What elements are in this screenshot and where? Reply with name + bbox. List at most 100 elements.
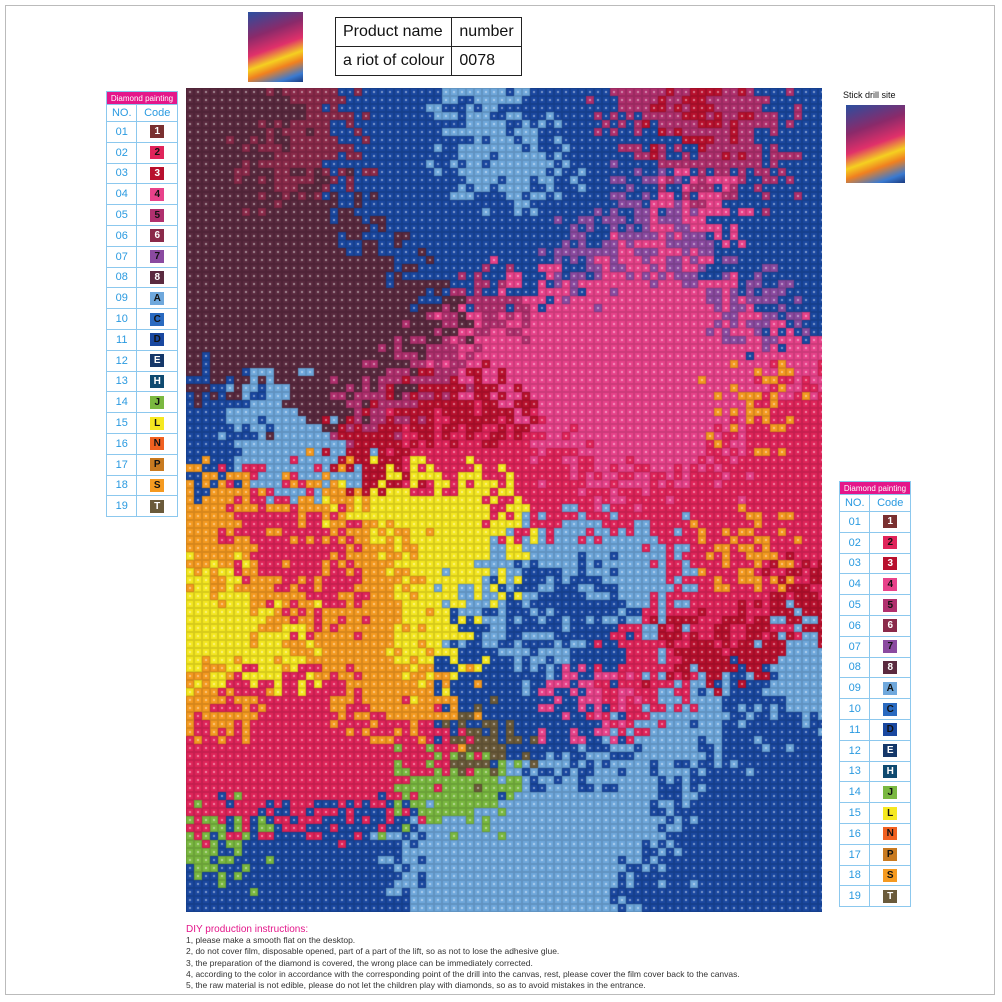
color-swatch: 8 [883, 660, 898, 674]
product-name-header: Product name [334, 17, 453, 47]
legend-no: 11 [838, 718, 871, 741]
color-swatch: P [150, 458, 165, 472]
color-swatch: 7 [150, 250, 165, 264]
legend-row: 02 2 [838, 531, 911, 554]
color-swatch: 2 [883, 536, 898, 550]
legend-no: 10 [105, 308, 138, 330]
frame [5, 5, 995, 995]
color-swatch: E [883, 744, 898, 758]
legend-no: 09 [105, 287, 138, 310]
instructions-title: DIY production instructions: [186, 924, 309, 935]
number-value: 0078 [451, 46, 522, 76]
legend-row: 06 6 [838, 614, 911, 637]
color-swatch: D [883, 723, 898, 737]
legend-row: 10 C [838, 698, 911, 720]
legend-row: 11 D [105, 328, 178, 351]
legend-row: 03 3 [105, 162, 178, 185]
no-header: NO. [105, 104, 138, 122]
legend-row: 14 J [105, 391, 178, 414]
color-swatch: 1 [150, 125, 165, 139]
instruction-line: 1, please make a smooth flat on the desk… [186, 935, 356, 946]
stick-drill-thumbnail [846, 105, 905, 183]
legend-no: 09 [838, 677, 871, 700]
legend-no: 03 [105, 162, 138, 185]
legend-row: 09 A [105, 287, 178, 310]
legend-no: 18 [105, 474, 138, 497]
number-header: number [451, 17, 522, 47]
color-swatch: A [150, 291, 165, 305]
color-swatch: P [883, 848, 898, 862]
color-swatch: S [150, 478, 165, 492]
legend-row: 04 4 [105, 183, 178, 206]
legend-no: 18 [838, 864, 871, 887]
legend-row: 01 1 [838, 511, 911, 533]
product-table: Product name number a riot of colour 0078 [334, 17, 522, 76]
legend-no: 19 [838, 885, 871, 908]
color-swatch: 8 [150, 270, 165, 284]
color-swatch: 2 [150, 146, 165, 160]
legend-no: 02 [105, 141, 138, 164]
legend-row: 17 P [105, 453, 178, 476]
legend-row: 12 E [838, 739, 911, 762]
legend-no: 07 [105, 245, 138, 268]
legend-no: 19 [105, 495, 138, 518]
legend-no: 08 [105, 266, 138, 289]
color-swatch: D [150, 333, 165, 347]
legend-row: 18 S [105, 474, 178, 497]
legend-row: 09 A [838, 677, 911, 700]
legend-no: 08 [838, 656, 871, 679]
legend-no: 14 [838, 781, 871, 804]
color-swatch: 6 [883, 619, 898, 633]
instructions: DIY production instructions: 1, please m… [186, 924, 740, 991]
legend-no: 04 [838, 573, 871, 596]
legend-row: 11 D [838, 718, 911, 741]
legend-row: 08 8 [105, 266, 178, 289]
legend-row: 19 T [838, 885, 911, 908]
color-swatch: C [883, 702, 898, 716]
color-swatch: 4 [150, 187, 165, 201]
legend-no: 15 [105, 412, 138, 434]
color-swatch: H [883, 764, 898, 778]
legend-row: 19 T [105, 495, 178, 518]
legend-no: 13 [838, 760, 871, 783]
color-swatch: L [150, 416, 165, 430]
legend-row: 01 1 [105, 121, 178, 143]
stick-drill-label: Stick drill site [843, 90, 896, 100]
legend-row: 02 2 [105, 141, 178, 164]
legend-row: 13 H [838, 760, 911, 783]
color-swatch: 5 [150, 208, 165, 222]
instruction-line: 3, the preparation of the diamond is cov… [186, 957, 533, 968]
legend-no: 11 [105, 328, 138, 351]
legend-row: 07 7 [838, 635, 911, 658]
legend-no: 16 [105, 432, 138, 455]
color-swatch: A [883, 681, 898, 695]
legend-row: 03 3 [838, 552, 911, 575]
legend-row: 15 L [105, 412, 178, 434]
legend-title: Diamond painting [106, 91, 178, 105]
legend-no: 01 [105, 121, 138, 143]
legend-row: 12 E [105, 349, 178, 372]
color-swatch: E [150, 354, 165, 368]
legend-no: 02 [838, 531, 871, 554]
color-swatch: N [150, 437, 165, 451]
legend-no: 13 [105, 370, 138, 393]
legend-no: 12 [105, 349, 138, 372]
legend-no: 06 [105, 224, 138, 247]
legend-no: 17 [838, 843, 871, 866]
color-swatch: 3 [150, 166, 165, 180]
legend-no: 03 [838, 552, 871, 575]
legend-title: Diamond painting [839, 481, 911, 495]
legend-row: 17 P [838, 843, 911, 866]
color-swatch: 6 [150, 229, 165, 243]
legend-row: 14 J [838, 781, 911, 804]
legend-row: 05 5 [105, 204, 178, 226]
color-swatch: H [150, 374, 165, 388]
legend-no: 10 [838, 698, 871, 720]
color-swatch: 1 [883, 515, 898, 529]
legend-no: 16 [838, 822, 871, 845]
legend-no: 06 [838, 614, 871, 637]
color-swatch: 4 [883, 577, 898, 591]
no-header: NO. [838, 494, 871, 512]
legend-no: 05 [838, 594, 871, 616]
